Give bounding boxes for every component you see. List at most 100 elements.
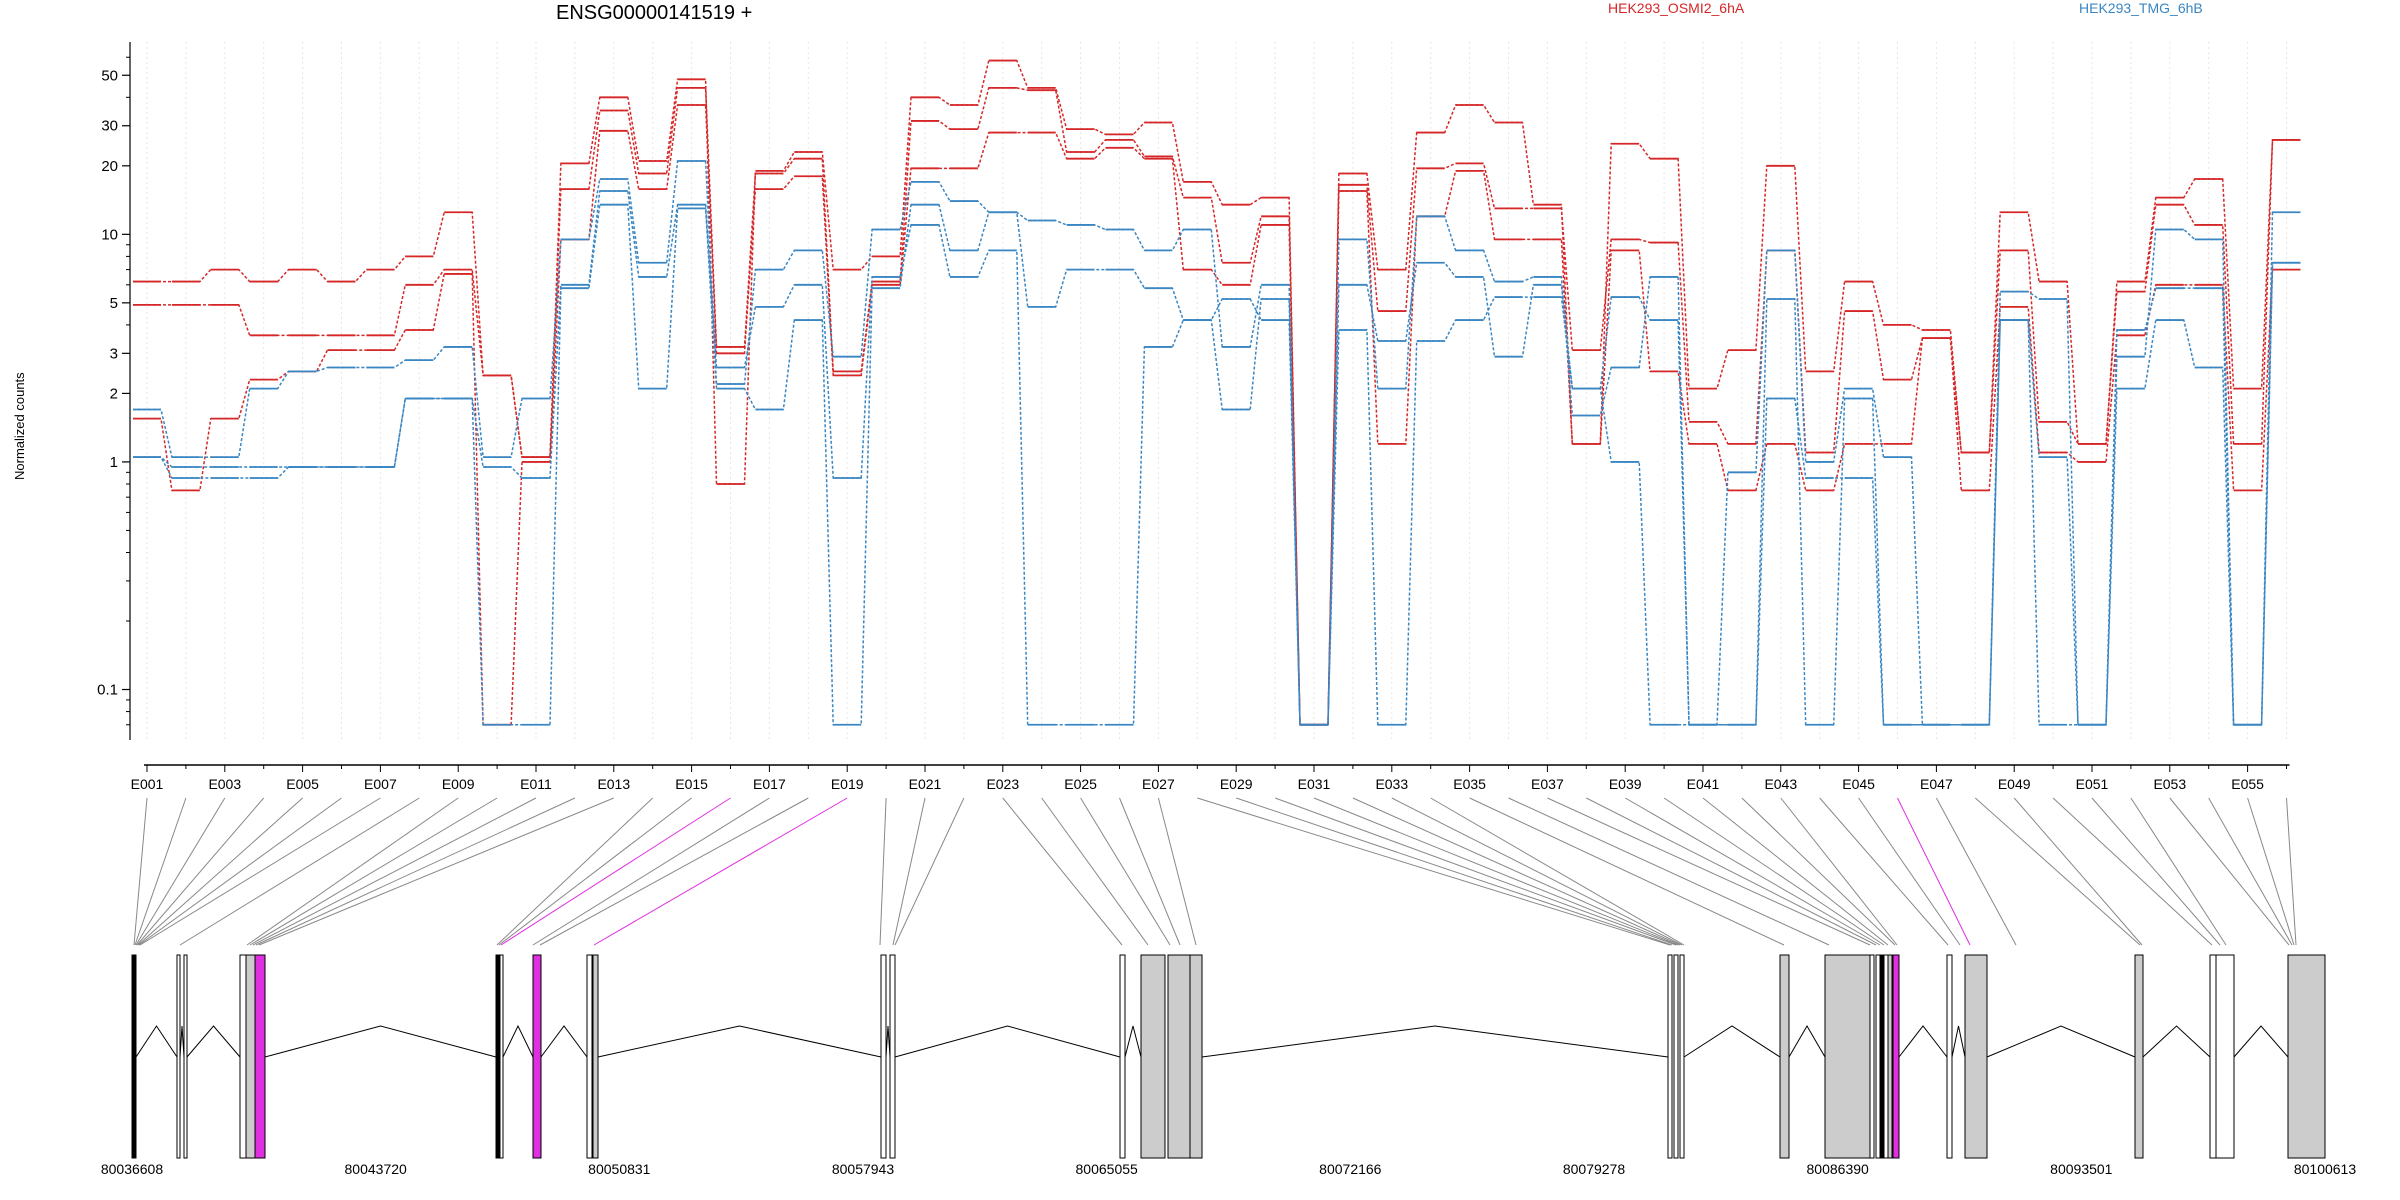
- exon-connector: [1974, 797, 2141, 946]
- exon-tick-label: E051: [2076, 776, 2109, 792]
- y-tick-label: 5: [110, 295, 118, 312]
- intron-line: [540, 1025, 588, 1058]
- exon-connector: [1391, 797, 1683, 946]
- exon-box: [254, 954, 266, 1159]
- vertical-grid: [146, 42, 2287, 740]
- exon-box: [592, 954, 599, 1159]
- exon-box: [1887, 954, 1893, 1159]
- exon-box: [1946, 954, 1953, 1159]
- exon-connector: [496, 797, 654, 946]
- y-tick-label: 30: [101, 118, 118, 135]
- intron-line: [2233, 1025, 2289, 1058]
- exon-tick-label: E015: [675, 776, 708, 792]
- exon-connector: [255, 797, 576, 946]
- genomic-tick-label: 80079278: [1563, 1161, 1626, 1177]
- exon-tick-label: E031: [1298, 776, 1331, 792]
- exon-connector: [1236, 797, 1673, 946]
- exon-connector: [1858, 797, 1961, 946]
- genomic-tick-label: 80057943: [832, 1161, 895, 1177]
- exon-connector-lines: [133, 797, 2297, 946]
- exon-connector: [539, 797, 809, 946]
- exon-tick-label: E041: [1687, 776, 1720, 792]
- series-layer: [132, 59, 2301, 726]
- exon-box: [239, 954, 247, 1159]
- exon-box: [131, 954, 137, 1159]
- exon-connector: [1080, 797, 1171, 946]
- exon-tick-label: E049: [1998, 776, 2031, 792]
- intron-line: [135, 1025, 178, 1058]
- exon-tick-label: E017: [753, 776, 786, 792]
- y-axis-label: Normalized counts: [12, 372, 27, 480]
- intron-line: [1986, 1025, 2136, 1058]
- y-tick-label: 20: [101, 158, 118, 175]
- y-tick-label: 3: [110, 345, 118, 362]
- exon-connector: [1702, 797, 1889, 946]
- exon-connector: [894, 797, 965, 946]
- exon-connector: [2013, 797, 2143, 946]
- exon-connector: [532, 797, 770, 946]
- exon-connector: [137, 797, 303, 946]
- exon-connector: [249, 797, 498, 946]
- exon-tick-label: E019: [831, 776, 864, 792]
- exon-connector: [1041, 797, 1149, 946]
- exon-connector: [133, 797, 148, 946]
- genomic-tick-label: 80093501: [2050, 1161, 2113, 1177]
- exon-box: [1189, 954, 1203, 1159]
- gene-model-track: [131, 954, 2326, 1159]
- exon-box: [1875, 954, 1881, 1159]
- y-tick-label: 10: [101, 226, 118, 243]
- exon-connector: [138, 797, 342, 946]
- exon-connector: [2169, 797, 2290, 946]
- y-axis: 0.1 1 2 3 5 10 20 30 50: [97, 42, 131, 740]
- exon-connector: [1586, 797, 1877, 946]
- exon-box: [495, 954, 500, 1159]
- exon-connector: [593, 797, 848, 946]
- exon-tick-label: E039: [1609, 776, 1642, 792]
- genomic-tick-label: 80036608: [101, 1161, 164, 1177]
- exon-box: [1119, 954, 1126, 1159]
- intron-line: [1124, 1025, 1142, 1058]
- exon-connector: [2247, 797, 2295, 946]
- intron-line: [179, 1025, 185, 1058]
- exon-tick-label: E035: [1453, 776, 1486, 792]
- intron-line: [2142, 1025, 2211, 1058]
- exon-tick-label: E043: [1764, 776, 1797, 792]
- exon-tick-label: E047: [1920, 776, 1953, 792]
- exon-box: [1679, 954, 1685, 1159]
- exon-box: [2134, 954, 2144, 1159]
- exon-connector: [134, 797, 187, 946]
- exon-connector: [1469, 797, 1785, 946]
- genomic-tick-label: 80050831: [588, 1161, 651, 1177]
- exon-connector: [252, 797, 537, 946]
- exon-tick-label: E003: [208, 776, 241, 792]
- intron-line: [885, 1025, 891, 1058]
- exon-box: [1879, 954, 1884, 1159]
- exon-tick-label: E011: [520, 776, 552, 792]
- intron-line: [597, 1025, 882, 1058]
- exon-box: [1667, 954, 1673, 1159]
- exon-tick-label: E009: [442, 776, 475, 792]
- exon-connector: [2130, 797, 2227, 946]
- exon-connector: [246, 797, 459, 946]
- y-tick-label: 2: [110, 385, 118, 402]
- exon-tick-label: E013: [597, 776, 630, 792]
- exon-box: [183, 954, 188, 1159]
- exon-connector: [179, 797, 420, 946]
- exon-box: [1964, 954, 1988, 1159]
- exon-connector: [2286, 797, 2297, 946]
- exon-connector: [1663, 797, 1885, 946]
- exon-box: [2215, 954, 2235, 1159]
- exon-connector: [1897, 797, 1971, 946]
- exon-connector: [1352, 797, 1681, 946]
- intron-line: [502, 1024, 534, 1058]
- intron-line: [894, 1025, 1121, 1058]
- exon-connector: [1313, 797, 1679, 946]
- genomic-tick-label: 80043720: [345, 1161, 408, 1177]
- exon-box: [889, 954, 896, 1159]
- intron-line: [264, 1025, 497, 1058]
- legend-tmg: HEK293_TMG_6hB: [2079, 0, 2203, 16]
- exon-box: [1892, 954, 1900, 1159]
- exon-tick-label: E027: [1142, 776, 1175, 792]
- exon-axis: E001 E003 E005 E007 E009 E011 E013 E015 E017 E019…: [131, 764, 2290, 792]
